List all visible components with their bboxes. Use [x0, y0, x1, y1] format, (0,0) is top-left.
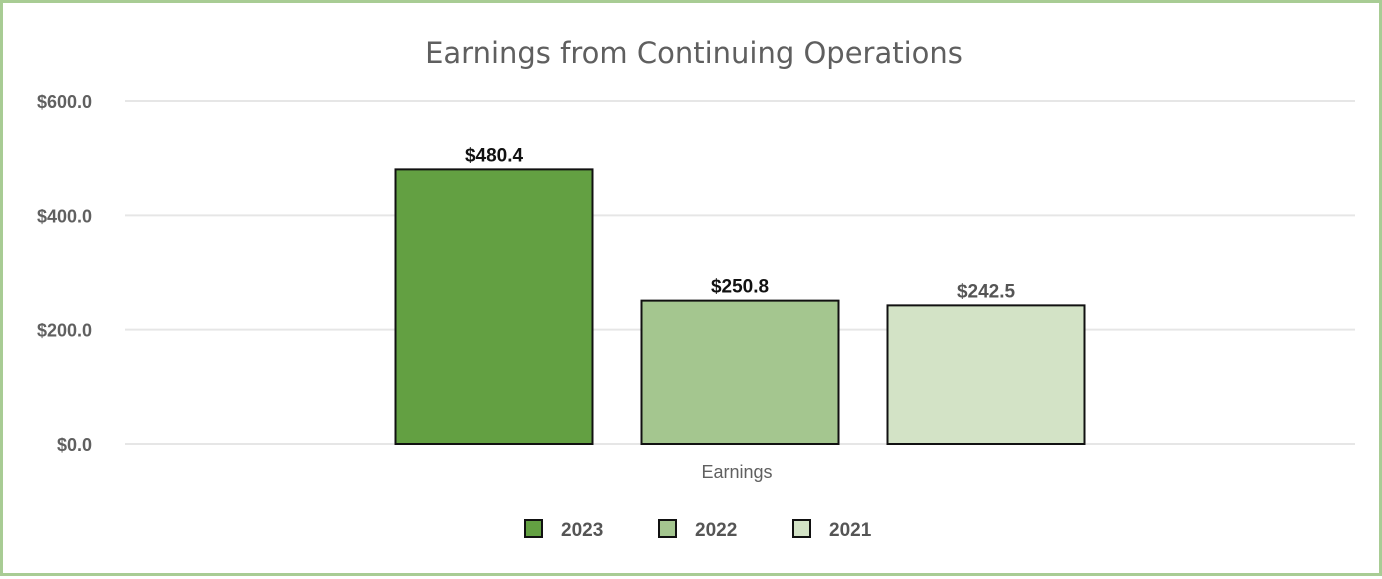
legend-swatch-2021 [792, 519, 811, 538]
x-axis: Earnings [701, 462, 772, 482]
y-tick-label: $200.0 [37, 321, 92, 341]
legend-swatch-2022 [658, 519, 677, 538]
bar-2022 [640, 299, 840, 445]
legend-label-2022: 2022 [695, 520, 737, 541]
legend-label-2023: 2023 [561, 520, 603, 541]
data-label-2022: $250.8 [711, 277, 769, 298]
chart-title: Earnings from Continuing Operations [425, 36, 963, 70]
bar-2023 [394, 168, 594, 445]
bars: $480.4 $250.8 $242.5 [394, 145, 1086, 445]
legend-label-2021: 2021 [829, 520, 872, 541]
y-tick-label: $400.0 [37, 206, 92, 226]
y-axis: $0.0 $200.0 $400.0 $600.0 [37, 92, 92, 455]
y-tick-label: $0.0 [57, 435, 92, 455]
data-label-2023: $480.4 [465, 145, 524, 166]
legend-swatch-2023 [524, 519, 543, 538]
y-tick-label: $600.0 [37, 92, 92, 112]
data-label-2021: $242.5 [957, 281, 1016, 302]
bar-chart: Earnings from Continuing Operations $0.0… [37, 36, 1355, 541]
x-tick-label: Earnings [701, 462, 772, 482]
legend: 2023 2022 2021 [524, 519, 872, 541]
bar-2021 [886, 304, 1086, 445]
